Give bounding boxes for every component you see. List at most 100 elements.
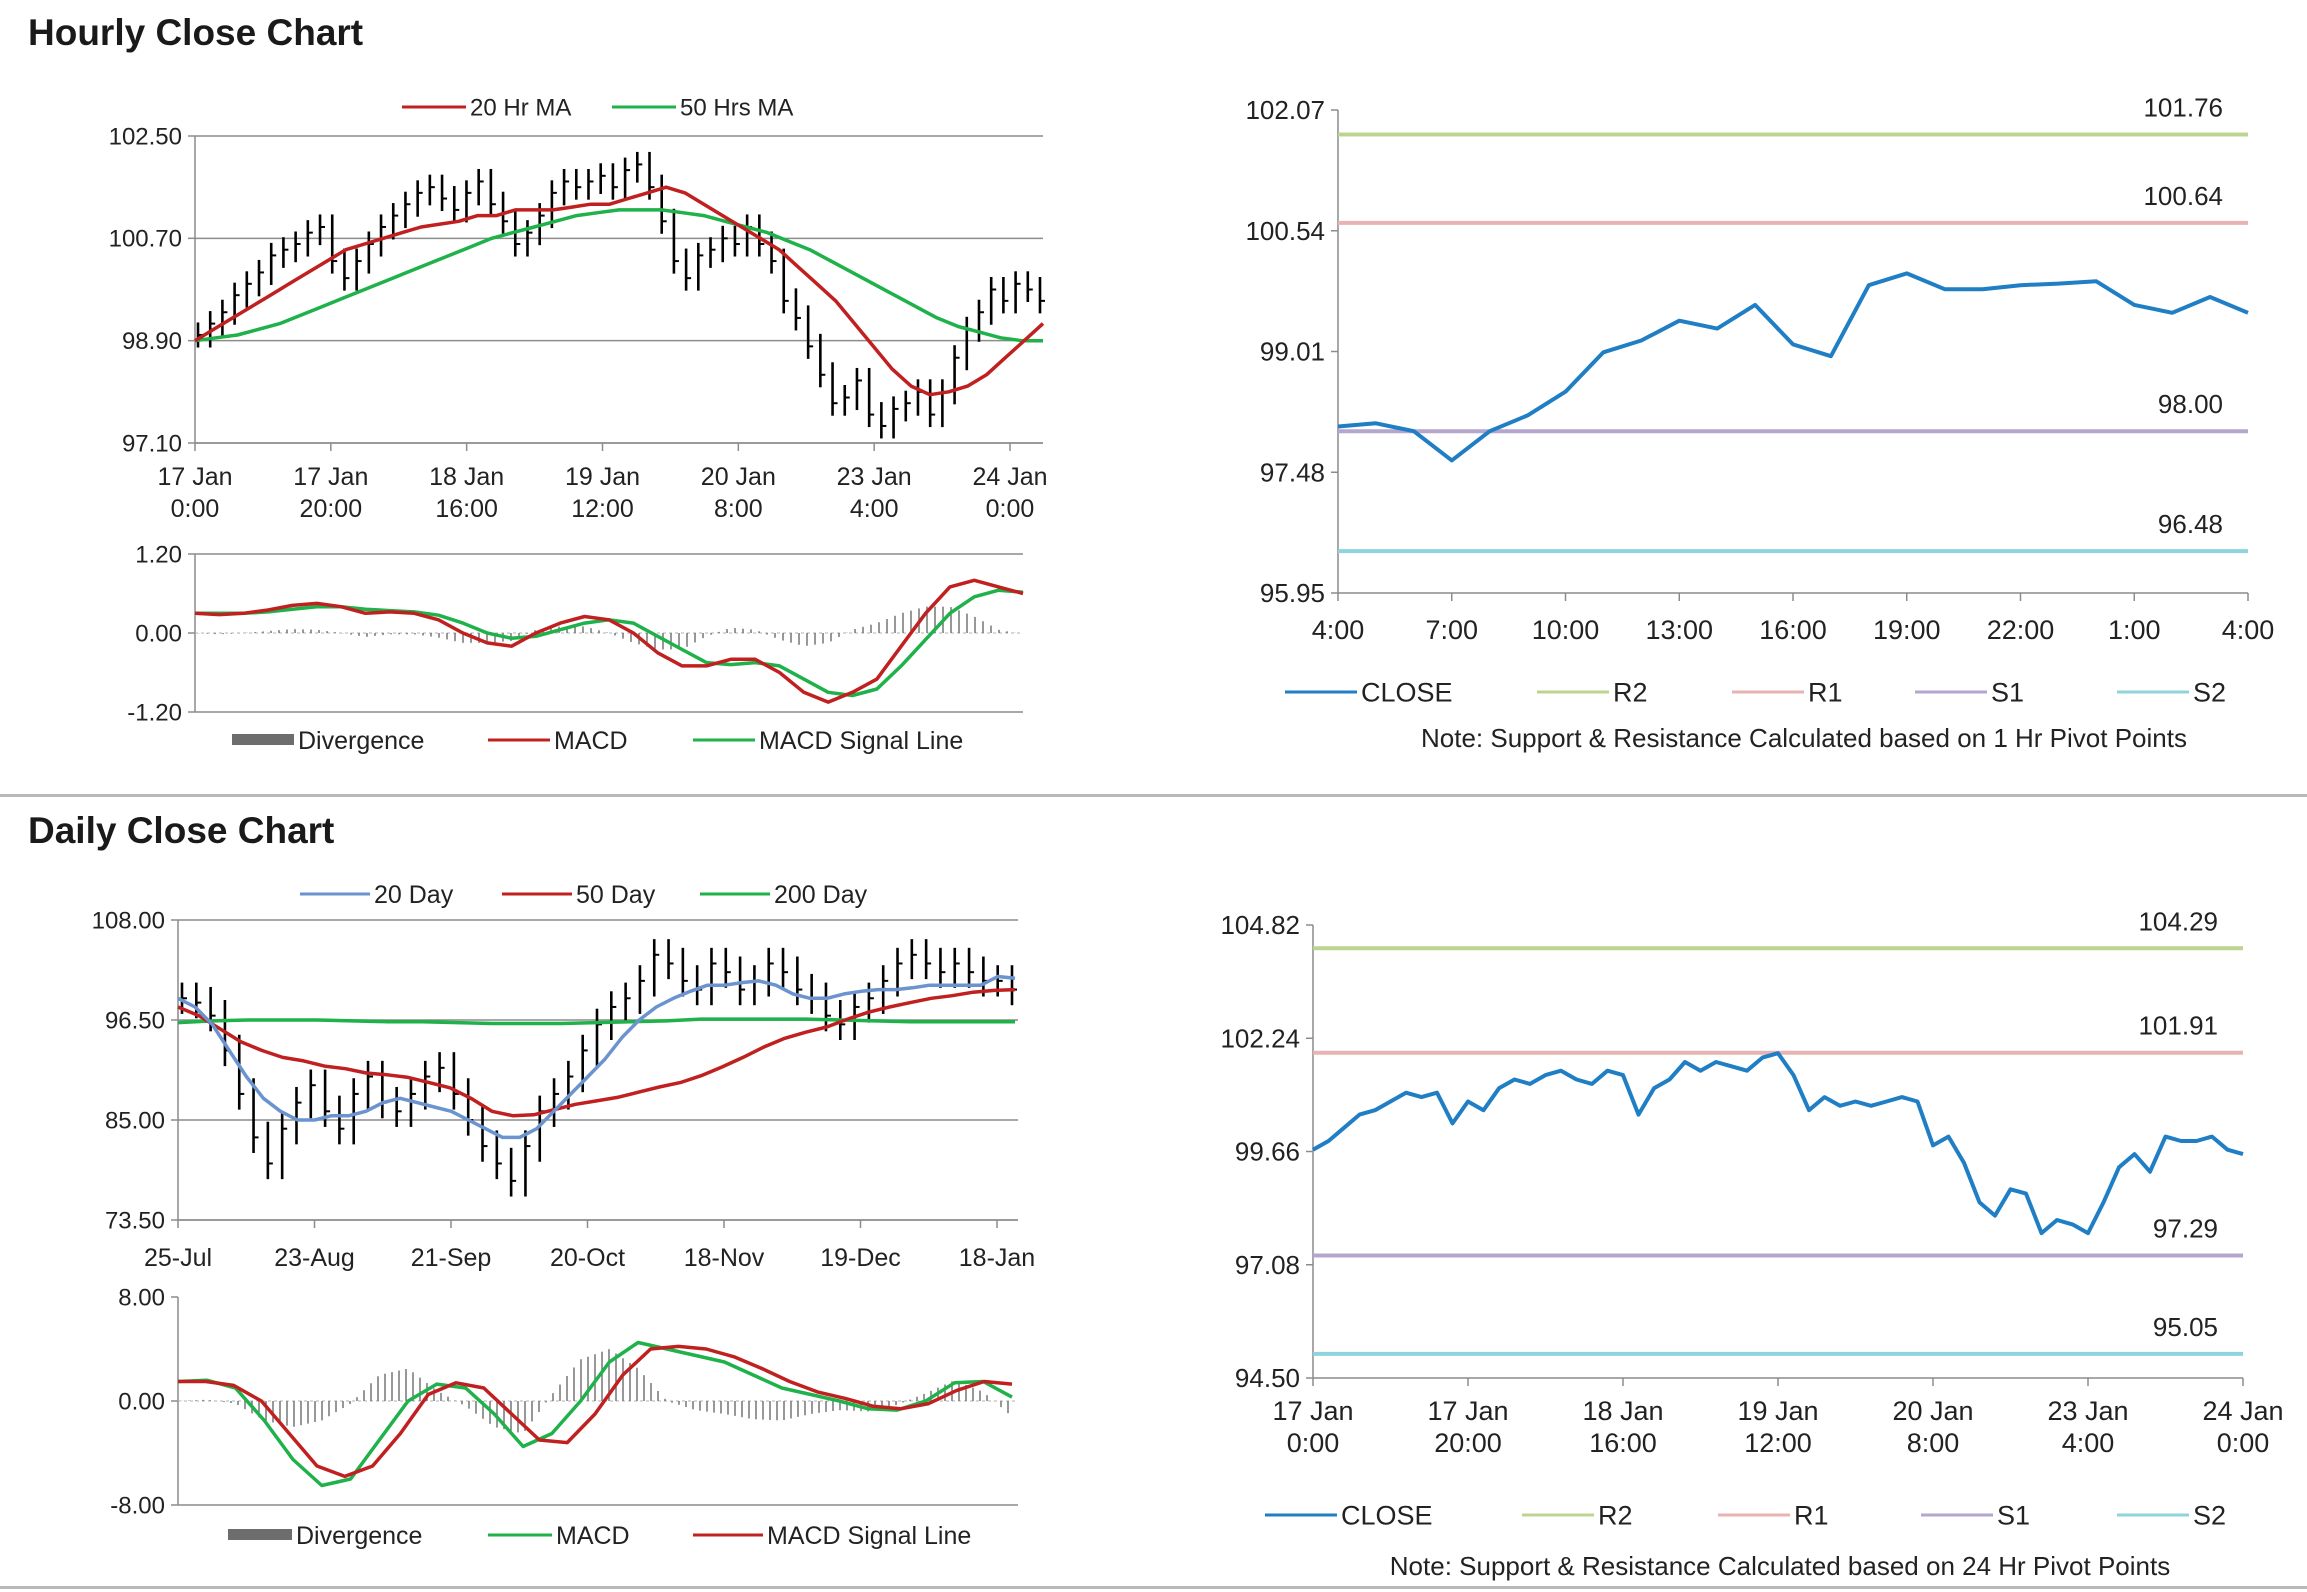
y-tick-label: 0.00 bbox=[118, 1388, 165, 1415]
y-tick-label: 8.00 bbox=[118, 1284, 165, 1311]
hourly-section-title: Hourly Close Chart bbox=[28, 12, 364, 53]
x-tick-label: 24 Jan bbox=[2202, 1396, 2283, 1426]
hourly-macd-chart: 1.20 0.00 -1.20 Divergence MACD MACD Signal L… bbox=[127, 541, 1024, 755]
bottom-divider bbox=[0, 1586, 2307, 1589]
y-tick-label: 97.08 bbox=[1235, 1250, 1300, 1280]
x-tick-label: 20-Oct bbox=[550, 1244, 625, 1272]
legend-label: CLOSE bbox=[1361, 678, 1453, 708]
y-tick-label: 104.82 bbox=[1220, 910, 1300, 940]
legend-label: S2 bbox=[2193, 678, 2226, 708]
macd-signal-line bbox=[178, 1344, 1013, 1479]
level-label-s2: 96.48 bbox=[2158, 509, 2223, 539]
x-tick-label: 12:00 bbox=[1744, 1428, 1812, 1458]
legend-label: MACD bbox=[556, 1522, 630, 1550]
y-tick-label: 95.95 bbox=[1260, 578, 1325, 608]
legend-label: 20 Day bbox=[374, 881, 454, 909]
x-tick-label: 18-Nov bbox=[684, 1244, 765, 1272]
x-tick-label: 17 Jan bbox=[157, 463, 232, 491]
y-tick-label: 102.24 bbox=[1220, 1023, 1300, 1053]
x-tick-label: 7:00 bbox=[1425, 615, 1478, 645]
legend-label: S1 bbox=[1991, 678, 2024, 708]
legend-label: MACD bbox=[554, 727, 628, 755]
legend-label: R1 bbox=[1808, 678, 1843, 708]
legend-label: R2 bbox=[1598, 1501, 1633, 1531]
x-tick-label: 12:00 bbox=[571, 495, 634, 523]
x-tick-label: 4:00 bbox=[2062, 1428, 2115, 1458]
x-tick-label: 17 Jan bbox=[1272, 1396, 1353, 1426]
x-tick-label: 0:00 bbox=[2217, 1428, 2270, 1458]
x-tick-label: 20:00 bbox=[300, 495, 363, 523]
x-tick-label: 0:00 bbox=[171, 495, 220, 523]
macd-signal-line bbox=[195, 588, 1024, 698]
y-tick-label: 97.10 bbox=[122, 430, 182, 457]
level-label-r2: 101.76 bbox=[2143, 92, 2223, 122]
hourly-ma-chart: 102.50 100.70 98.90 97.10 17 Jan 0:00 17 Jan 20… bbox=[109, 95, 1048, 523]
macd-line bbox=[194, 578, 1024, 704]
x-tick-label: 24 Jan bbox=[972, 463, 1047, 491]
legend-label: R1 bbox=[1794, 1501, 1829, 1531]
x-tick-label: 17 Jan bbox=[293, 463, 368, 491]
x-tick-label: 16:00 bbox=[435, 495, 498, 523]
pivot-note: Note: Support & Resistance Calculated ba… bbox=[1421, 723, 2187, 753]
legend-label: 50 Hrs MA bbox=[680, 95, 793, 122]
level-label-r2: 104.29 bbox=[2138, 906, 2218, 936]
x-tick-label: 4:00 bbox=[850, 495, 899, 523]
legend-label: Divergence bbox=[298, 727, 424, 755]
x-tick-label: 23-Aug bbox=[274, 1244, 355, 1272]
daily-ma-chart: 108.00 96.50 85.00 73.50 25-Jul 23-Aug 21-Sep 2… bbox=[92, 881, 1036, 1272]
hourly-pivot-chart: 102.07 100.54 99.01 97.48 95.95 4:00 7:00 10:00… bbox=[1245, 92, 2274, 753]
ma-200-line bbox=[177, 1017, 1015, 1026]
y-tick-label: 108.00 bbox=[92, 907, 165, 934]
x-tick-label: 20 Jan bbox=[1892, 1396, 1973, 1426]
y-tick-label: 73.50 bbox=[105, 1207, 165, 1234]
level-label-s1: 98.00 bbox=[2158, 389, 2223, 419]
x-tick-label: 18 Jan bbox=[1582, 1396, 1663, 1426]
y-tick-label: 98.90 bbox=[122, 328, 182, 355]
y-tick-label: 102.07 bbox=[1245, 95, 1325, 125]
macd-line bbox=[177, 1340, 1013, 1488]
x-tick-label: 19 Jan bbox=[1737, 1396, 1818, 1426]
x-tick-label: 4:00 bbox=[1312, 615, 1365, 645]
x-tick-label: 18-Jan bbox=[959, 1244, 1035, 1272]
daily-macd-chart: 8.00 0.00 -8.00 Divergence MACD MACD Signal L… bbox=[110, 1284, 1018, 1550]
level-label-s2: 95.05 bbox=[2153, 1312, 2218, 1342]
y-tick-label: 0.00 bbox=[135, 620, 182, 647]
y-tick-label: 96.50 bbox=[105, 1007, 165, 1034]
x-tick-label: 16:00 bbox=[1589, 1428, 1657, 1458]
x-tick-label: 16:00 bbox=[1759, 615, 1827, 645]
y-tick-label: 85.00 bbox=[105, 1107, 165, 1134]
y-tick-label: 100.70 bbox=[109, 226, 182, 253]
legend-swatch bbox=[232, 734, 294, 745]
y-tick-label: 102.50 bbox=[109, 123, 182, 150]
x-tick-label: 0:00 bbox=[1287, 1428, 1340, 1458]
level-label-s1: 97.29 bbox=[2153, 1214, 2218, 1244]
y-tick-label: 1.20 bbox=[135, 541, 182, 568]
level-label-r1: 101.91 bbox=[2138, 1011, 2218, 1041]
x-tick-label: 22:00 bbox=[1987, 615, 2055, 645]
ma-20-line bbox=[194, 185, 1045, 397]
y-tick-label: 94.50 bbox=[1235, 1363, 1300, 1393]
section-divider bbox=[0, 794, 2307, 797]
y-tick-label: 97.48 bbox=[1260, 457, 1325, 487]
x-tick-label: 13:00 bbox=[1645, 615, 1713, 645]
ma-50-line bbox=[177, 987, 1016, 1118]
x-tick-label: 20 Jan bbox=[701, 463, 776, 491]
x-tick-label: 1:00 bbox=[2108, 615, 2161, 645]
y-tick-label: 99.01 bbox=[1260, 337, 1325, 367]
close-line bbox=[1337, 271, 2249, 463]
x-tick-label: 17 Jan bbox=[1427, 1396, 1508, 1426]
x-tick-label: 23 Jan bbox=[2047, 1396, 2128, 1426]
legend-label: 20 Hr MA bbox=[470, 95, 571, 122]
legend-label: S2 bbox=[2193, 1501, 2226, 1531]
legend-label: CLOSE bbox=[1341, 1501, 1433, 1531]
legend-swatch bbox=[228, 1529, 292, 1540]
x-tick-label: 20:00 bbox=[1434, 1428, 1502, 1458]
daily-section-title: Daily Close Chart bbox=[28, 810, 335, 851]
y-tick-label: -8.00 bbox=[110, 1492, 165, 1519]
pivot-note: Note: Support & Resistance Calculated ba… bbox=[1390, 1551, 2170, 1581]
x-tick-label: 8:00 bbox=[714, 495, 763, 523]
x-tick-label: 4:00 bbox=[2222, 615, 2275, 645]
x-tick-label: 19:00 bbox=[1873, 615, 1941, 645]
